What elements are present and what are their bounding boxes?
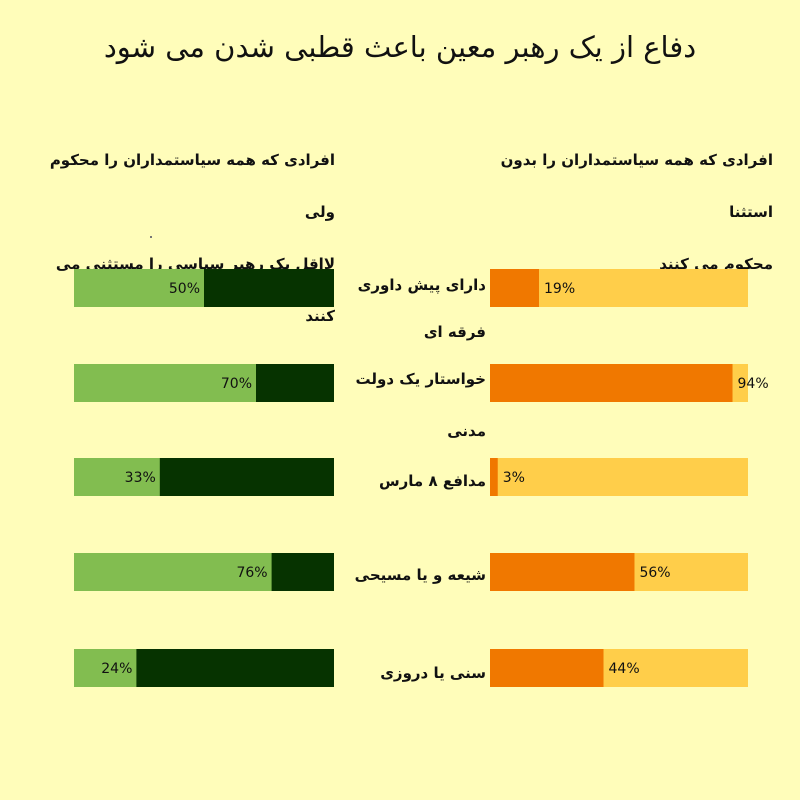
right-value-label-1: 94% bbox=[738, 376, 769, 392]
chart-title: دفاع از یک رهبر معین باعث قطبی شدن می شو… bbox=[103, 30, 697, 64]
right-value-label-0: 19% bbox=[544, 281, 575, 297]
left-column-header: افرادی که همه سیاستمداران را محکوم ولی ل… bbox=[30, 134, 335, 342]
left-value-label-0: 50% bbox=[169, 281, 200, 297]
left-value-label-1: 70% bbox=[221, 376, 252, 392]
right-bar-2 bbox=[490, 458, 498, 496]
left-header-line2: لااقل یک رهبر سیاسی را مستثنی می کنند bbox=[55, 255, 335, 325]
right-value-label-2: 3% bbox=[503, 470, 525, 486]
left-header-line1: افرادی که همه سیاستمداران را محکوم ولی bbox=[49, 151, 335, 221]
right-header-line2: محکوم می کنند bbox=[659, 255, 773, 273]
right-bar-0 bbox=[490, 269, 540, 307]
right-bar-4 bbox=[490, 649, 604, 687]
category-label-3-line1: شیعه و یا مسیحی bbox=[354, 566, 486, 584]
category-label-0-line2: فرقه ای bbox=[423, 323, 486, 341]
right-bar-1 bbox=[490, 364, 733, 402]
right-bar-3 bbox=[490, 553, 635, 591]
left-bar-0 bbox=[74, 269, 204, 307]
stray-dot bbox=[150, 236, 152, 238]
left-value-label-2: 33% bbox=[125, 470, 156, 486]
left-value-label-4: 24% bbox=[101, 661, 132, 677]
right-bar-track-2 bbox=[490, 458, 748, 496]
category-label-0-line1: دارای پیش داوری bbox=[357, 276, 486, 294]
category-label-2-line1: مدافع ۸ مارس bbox=[378, 472, 486, 490]
left-value-label-3: 76% bbox=[236, 565, 267, 581]
category-label-1-line1: خواستار یک دولت bbox=[355, 370, 486, 388]
left-bar-3 bbox=[74, 553, 272, 591]
right-value-label-3: 56% bbox=[639, 565, 670, 581]
category-label-1-line2: مدنی bbox=[447, 422, 486, 440]
right-header-line1: افرادی که همه سیاستمداران را بدون استثنا bbox=[500, 151, 773, 221]
left-bar-2 bbox=[74, 458, 160, 496]
right-column-header: افرادی که همه سیاستمداران را بدون استثنا… bbox=[455, 134, 773, 290]
left-bar-1 bbox=[74, 364, 256, 402]
left-bar-4 bbox=[74, 649, 137, 687]
right-value-label-4: 44% bbox=[609, 661, 640, 677]
category-label-4-line1: سنی یا دروزی bbox=[380, 664, 486, 682]
